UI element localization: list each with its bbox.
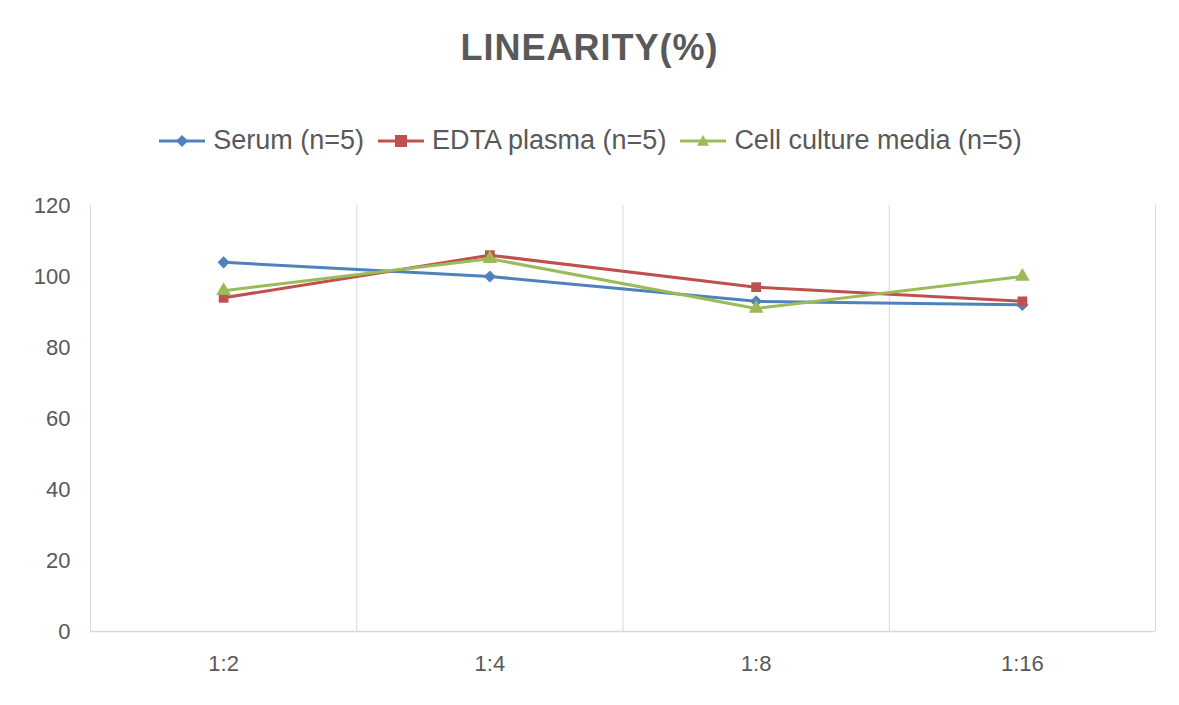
svg-text:40: 40 [46,477,70,502]
svg-text:60: 60 [46,406,70,431]
html-text:Cell culture media (n=5): Cell culture media (n=5) [734,125,1022,155]
svg-text:1:8: 1:8 [741,651,772,676]
svg-text:0: 0 [58,619,70,644]
svg-text:120: 120 [34,193,71,218]
svg-text:1:2: 1:2 [208,651,239,676]
svg-text:80: 80 [46,335,70,360]
html-text:Serum (n=5): Serum (n=5) [213,125,364,155]
html-text:EDTA plasma (n=5): EDTA plasma (n=5) [432,125,667,155]
svg-text:100: 100 [34,264,71,289]
html-text:LINEARITY(%): LINEARITY(%) [460,27,719,68]
svg-text:1:16: 1:16 [1001,651,1044,676]
svg-text:1:4: 1:4 [475,651,506,676]
svg-text:20: 20 [46,548,70,573]
